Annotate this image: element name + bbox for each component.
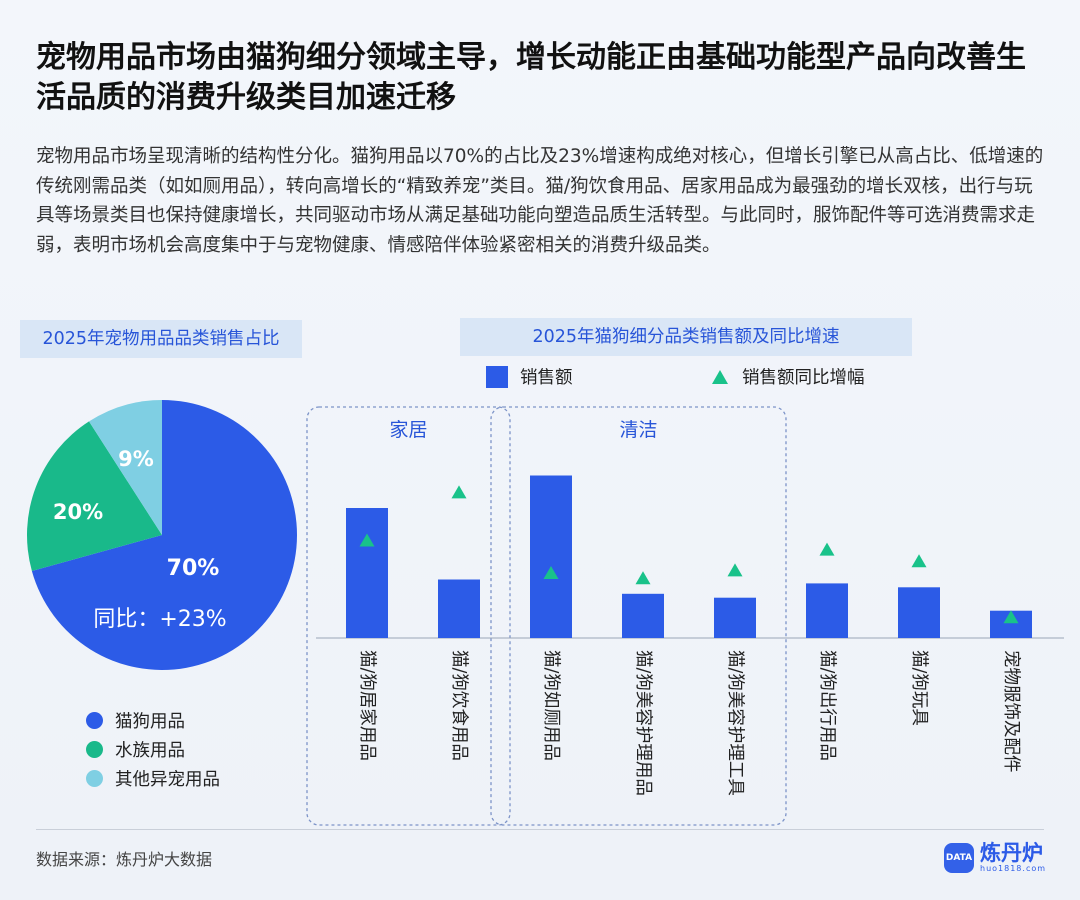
growth-triangle	[727, 563, 743, 577]
pie-slice-label: 70%	[167, 556, 220, 581]
category-group-label: 家居	[389, 419, 427, 441]
growth-triangle	[359, 533, 375, 547]
bar-legend-label: 销售额	[520, 368, 573, 388]
page-title: 宠物用品市场由猫狗细分领域主导，增长动能正由基础功能型产品向改善生活品质的消费升…	[36, 40, 1026, 115]
pie-chart: 70% 20% 9% 同比：+23%	[27, 400, 297, 670]
pie-growth-annotation: 同比：+23%	[93, 607, 226, 632]
category-group-label: 清洁	[619, 419, 657, 441]
sales-bar	[346, 508, 388, 638]
pie-slice	[31, 400, 297, 670]
category-tick-label: 猫/狗美容护理工具	[725, 650, 745, 796]
legend-label: 水族用品	[115, 741, 185, 761]
category-tick-label: 猫/狗玩具	[909, 650, 929, 726]
category-tick-label: 猫/狗饮食用品	[449, 650, 469, 761]
data-source: 数据来源：炼丹炉大数据	[36, 850, 213, 869]
growth-triangle	[635, 571, 651, 585]
legend-dot-icon	[86, 770, 103, 787]
bar-legend-growth: 销售额同比增幅	[712, 364, 865, 389]
legend-label: 猫狗用品	[115, 712, 185, 732]
category-tick-label: 宠物服饰及配件	[1001, 650, 1021, 773]
bar-legend-sales: 销售额	[486, 364, 573, 389]
category-tick-label: 猫/狗居家用品	[357, 650, 377, 761]
legend-item-exotic: 其他异宠用品	[86, 764, 220, 793]
pie-slice	[89, 400, 162, 535]
sales-bar	[438, 579, 480, 638]
triangle-legend-icon	[712, 369, 728, 384]
category-tick-label: 猫/狗如厕用品	[541, 650, 561, 761]
growth-triangle	[543, 566, 559, 579]
category-tick-label: 猫/狗美容护理用品	[633, 650, 653, 796]
bar-legend-square-icon	[486, 365, 508, 388]
growth-triangle	[451, 485, 467, 499]
legend-label: 其他异宠用品	[115, 770, 220, 790]
pie-slice-label: 9%	[118, 447, 154, 471]
legend-dot-icon	[86, 712, 103, 729]
category-tick-label: 猫/狗出行用品	[817, 650, 837, 761]
sales-bar	[898, 587, 940, 638]
legend-item-aquarium: 水族用品	[86, 735, 220, 764]
sales-bar	[530, 475, 572, 638]
growth-triangle	[819, 542, 835, 556]
pie-panel-title: 2025年宠物用品品类销售占比	[20, 320, 302, 358]
pie-slice	[27, 421, 163, 571]
bar-chart: 家居 清洁猫/狗居家用品 猫/狗饮食用品 猫/狗如厕用品 猫/狗美容护理用品 猫/狗美容护…	[306, 406, 1064, 826]
pie-slice-label: 20%	[53, 500, 103, 524]
logo-url: huo1818.com	[980, 864, 1047, 873]
category-group-box	[490, 406, 787, 826]
sales-bar	[806, 583, 848, 638]
legend-item-cat-dog: 猫狗用品	[86, 706, 220, 735]
legend-dot-icon	[86, 741, 103, 758]
logo-badge-icon: DATA	[944, 842, 974, 873]
logo-name: 炼丹炉	[980, 841, 1043, 865]
bar-legend-label: 销售额同比增幅	[742, 368, 865, 388]
growth-triangle	[1003, 610, 1019, 624]
brand-logo: DATA 炼丹炉 huo1818.com	[944, 842, 1046, 873]
footer-divider	[36, 829, 1044, 830]
page-description: 宠物用品市场呈现清晰的结构性分化。猫狗用品以70%的占比及23%增速构成绝对核心…	[36, 146, 1044, 256]
growth-triangle	[911, 554, 927, 568]
pie-legend: 猫狗用品 水族用品 其他异宠用品	[86, 706, 220, 793]
bar-panel-title: 2025年猫狗细分品类销售额及同比增速	[460, 318, 912, 356]
sales-bar	[714, 597, 756, 638]
sales-bar	[622, 593, 664, 638]
